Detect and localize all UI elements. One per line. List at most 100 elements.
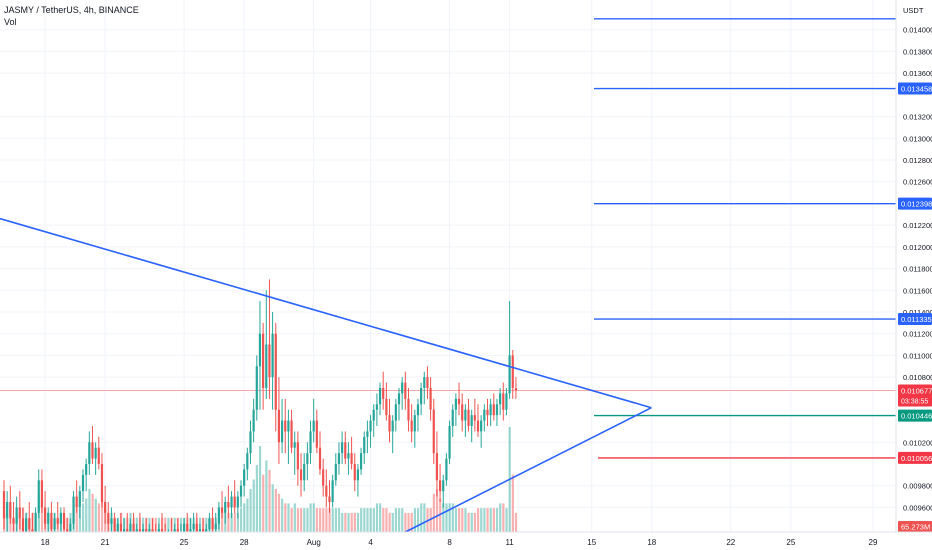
candle-body[interactable] xyxy=(40,480,44,508)
candle-body[interactable] xyxy=(356,469,360,481)
candle-body[interactable] xyxy=(113,518,116,535)
candle-body[interactable] xyxy=(407,398,410,421)
candle-body[interactable] xyxy=(100,464,104,502)
candle-body[interactable] xyxy=(429,388,432,410)
candle-body[interactable] xyxy=(252,409,255,432)
candle-body[interactable] xyxy=(43,507,47,524)
candle-body[interactable] xyxy=(432,409,435,454)
candle-body[interactable] xyxy=(211,518,214,530)
candle-body[interactable] xyxy=(25,518,28,535)
candle-body[interactable] xyxy=(132,523,135,535)
candle-body[interactable] xyxy=(287,420,290,432)
candle-body[interactable] xyxy=(495,404,499,416)
trendline[interactable] xyxy=(389,407,652,541)
candle-body[interactable] xyxy=(81,474,85,492)
candle-body[interactable] xyxy=(315,420,318,448)
candle-body[interactable] xyxy=(309,431,312,454)
candle-body[interactable] xyxy=(404,382,407,399)
candle-body[interactable] xyxy=(467,409,470,426)
candle-body[interactable] xyxy=(243,469,246,486)
candle-body[interactable] xyxy=(47,512,50,524)
candle-body[interactable] xyxy=(280,420,284,443)
candle-body[interactable] xyxy=(420,388,423,405)
candle-body[interactable] xyxy=(50,512,53,530)
candle-body[interactable] xyxy=(397,393,401,405)
candle-body[interactable] xyxy=(353,464,356,481)
candle-body[interactable] xyxy=(116,523,119,535)
candle-body[interactable] xyxy=(476,420,480,432)
candle-body[interactable] xyxy=(53,518,56,530)
candle-body[interactable] xyxy=(344,442,347,459)
candle-body[interactable] xyxy=(277,409,281,443)
candle-body[interactable] xyxy=(255,366,258,410)
candle-body[interactable] xyxy=(473,415,476,421)
candle-body[interactable] xyxy=(246,453,249,470)
candle-body[interactable] xyxy=(183,523,186,535)
candle-body[interactable] xyxy=(214,523,217,530)
candle-body[interactable] xyxy=(416,404,420,416)
candle-body[interactable] xyxy=(318,447,322,470)
candle-body[interactable] xyxy=(347,453,350,459)
candle-body[interactable] xyxy=(457,398,461,405)
candle-body[interactable] xyxy=(107,512,110,524)
candle-body[interactable] xyxy=(486,409,489,416)
candle-body[interactable] xyxy=(18,507,21,519)
candle-body[interactable] xyxy=(258,333,262,367)
candle-body[interactable] xyxy=(391,420,394,432)
candle-body[interactable] xyxy=(445,458,448,481)
candle-body[interactable] xyxy=(119,523,123,535)
candle-body[interactable] xyxy=(514,388,518,391)
candle-body[interactable] xyxy=(375,404,378,410)
candle-body[interactable] xyxy=(6,502,9,519)
candle-body[interactable] xyxy=(236,496,239,508)
candle-body[interactable] xyxy=(91,442,94,459)
candle-body[interactable] xyxy=(37,480,40,513)
candle-body[interactable] xyxy=(502,393,505,410)
candle-body[interactable] xyxy=(85,464,88,475)
candle-body[interactable] xyxy=(262,333,265,388)
candle-body[interactable] xyxy=(369,420,372,432)
candle-body[interactable] xyxy=(423,377,426,388)
candle-body[interactable] xyxy=(378,388,382,405)
candle-body[interactable] xyxy=(448,426,451,459)
candle-body[interactable] xyxy=(328,496,331,502)
symbol-title[interactable]: JASMY / TetherUS, 4h, BINANCE xyxy=(4,5,139,15)
candle-body[interactable] xyxy=(451,409,454,426)
candle-body[interactable] xyxy=(217,507,220,524)
candle-body[interactable] xyxy=(470,415,473,426)
trendline[interactable] xyxy=(0,214,652,409)
candle-body[interactable] xyxy=(56,518,59,524)
candle-body[interactable] xyxy=(110,518,113,524)
candle-body[interactable] xyxy=(2,491,6,519)
candle-body[interactable] xyxy=(59,512,62,524)
candle-body[interactable] xyxy=(296,442,299,470)
candle-body[interactable] xyxy=(268,344,271,378)
candle-body[interactable] xyxy=(94,447,97,459)
candle-body[interactable] xyxy=(363,436,366,454)
candle-body[interactable] xyxy=(334,464,337,481)
candle-body[interactable] xyxy=(480,420,483,432)
candle-body[interactable] xyxy=(350,453,353,464)
candle-body[interactable] xyxy=(274,333,277,410)
candle-body[interactable] xyxy=(129,523,132,535)
candle-body[interactable] xyxy=(511,355,514,388)
candle-body[interactable] xyxy=(331,480,334,502)
candle-body[interactable] xyxy=(303,464,306,481)
candle-body[interactable] xyxy=(220,507,224,513)
candle-body[interactable] xyxy=(15,507,18,524)
candle-body[interactable] xyxy=(88,442,91,464)
candle-body[interactable] xyxy=(385,398,388,416)
candle-body[interactable] xyxy=(195,523,198,535)
candle-body[interactable] xyxy=(271,333,274,378)
candle-body[interactable] xyxy=(483,409,486,421)
candle-body[interactable] xyxy=(12,518,15,524)
candle-body[interactable] xyxy=(265,344,268,388)
candle-body[interactable] xyxy=(284,420,287,432)
candle-body[interactable] xyxy=(72,496,75,524)
candle-body[interactable] xyxy=(372,409,375,421)
candle-body[interactable] xyxy=(492,404,495,416)
candle-body[interactable] xyxy=(322,469,325,486)
candle-body[interactable] xyxy=(394,404,397,421)
candle-body[interactable] xyxy=(21,518,25,535)
